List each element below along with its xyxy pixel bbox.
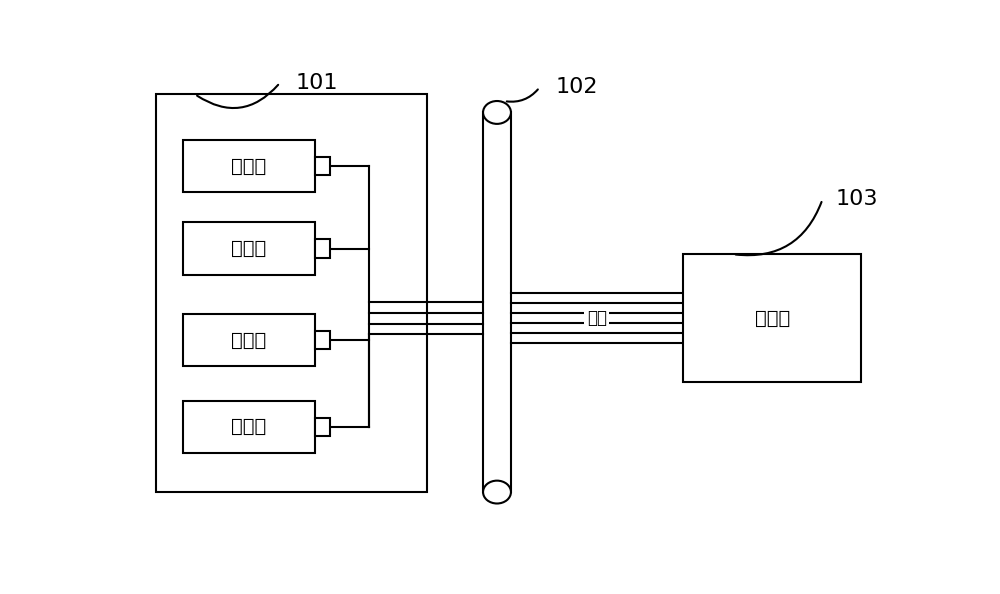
Bar — [183, 222, 315, 275]
Text: 激光器: 激光器 — [231, 330, 267, 349]
Text: 荺光: 荺光 — [587, 309, 607, 327]
Bar — [315, 331, 330, 349]
Bar — [683, 254, 861, 383]
Bar — [183, 140, 315, 192]
Text: 102: 102 — [555, 77, 598, 97]
Text: 103: 103 — [836, 189, 878, 209]
Text: 探测器: 探测器 — [755, 309, 790, 328]
Bar — [183, 400, 315, 453]
Bar — [315, 157, 330, 175]
Text: 101: 101 — [296, 72, 338, 93]
Bar — [183, 314, 315, 366]
Text: 激光器: 激光器 — [231, 239, 267, 258]
Text: 激光器: 激光器 — [231, 418, 267, 437]
Ellipse shape — [483, 481, 511, 504]
Text: 激光器: 激光器 — [231, 157, 267, 176]
Bar — [315, 239, 330, 258]
Ellipse shape — [483, 101, 511, 124]
Bar — [315, 418, 330, 436]
Bar — [156, 94, 427, 492]
